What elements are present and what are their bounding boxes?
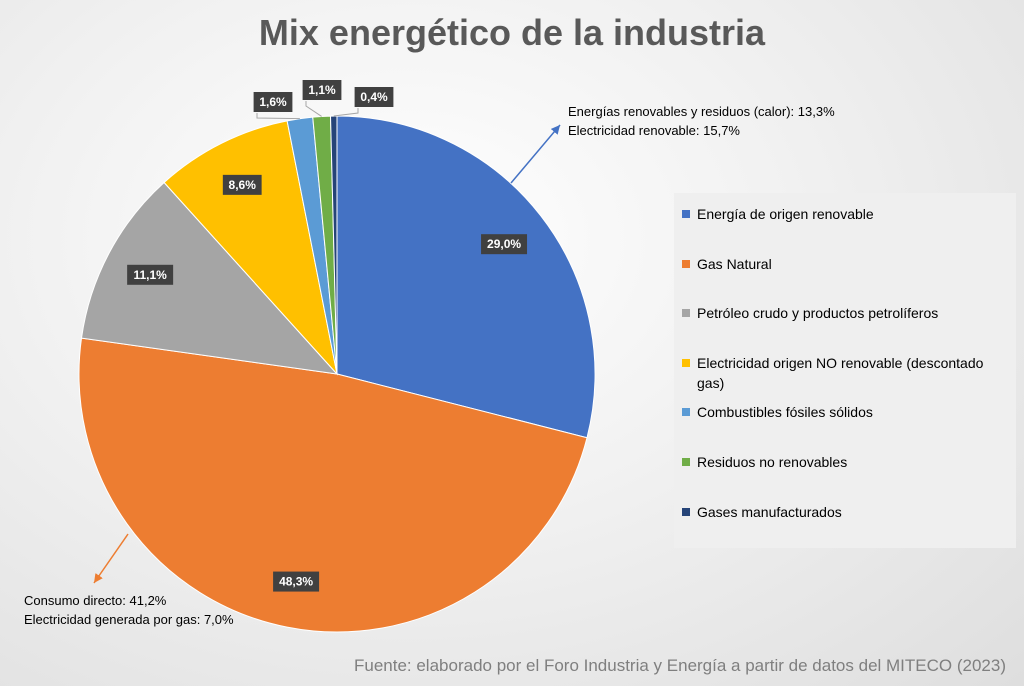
data-label-box xyxy=(222,174,262,195)
data-label: 11,1% xyxy=(127,264,174,285)
legend-swatch xyxy=(682,309,690,317)
legend-label: Petróleo crudo y productos petrolíferos xyxy=(697,305,939,321)
gas-annotation-arrow xyxy=(93,533,129,584)
data-label-text: 8,6% xyxy=(229,178,257,192)
data-label: 1,6% xyxy=(253,92,293,112)
renewable-annotation: Energías renovables y residuos (calor): … xyxy=(568,102,835,140)
legend-swatch xyxy=(682,458,690,466)
data-label: 1,1% xyxy=(302,80,342,100)
renewable-annotation-line-1: Energías renovables y residuos (calor): … xyxy=(568,104,835,119)
gas-annotation-line-2: Electricidad generada por gas: 7,0% xyxy=(24,612,234,627)
data-label-box xyxy=(302,80,342,100)
chart-title: Mix energético de la industria xyxy=(258,12,766,53)
data-label-text: 11,1% xyxy=(133,268,167,282)
legend-swatch xyxy=(682,260,690,268)
legend-label: Combustibles fósiles sólidos xyxy=(697,404,873,420)
legend-item-renewable: Energía de origen renovable xyxy=(682,204,1012,224)
source-note: Fuente: elaborado por el Foro Industria … xyxy=(353,656,1006,675)
data-label-box xyxy=(273,571,320,592)
legend-swatch xyxy=(682,408,690,416)
legend-item-combustibles-solidos: Combustibles fósiles sólidos xyxy=(682,402,1012,422)
leader-line xyxy=(305,101,322,117)
legend-label: Energía de origen renovable xyxy=(697,206,874,222)
data-label-box xyxy=(127,264,174,285)
data-label: 8,6% xyxy=(222,174,262,195)
data-label-box xyxy=(481,234,528,255)
data-label-text: 1,1% xyxy=(308,83,336,97)
legend-label: Gas Natural xyxy=(697,256,772,272)
pie-slice xyxy=(80,181,339,375)
pie-slice xyxy=(336,115,596,439)
legend-label: Electricidad origen NO renovable (descon… xyxy=(697,355,984,391)
data-label-text: 0,4% xyxy=(360,90,388,104)
legend-item-electricidad-no-renovable: Electricidad origen NO renovable (descon… xyxy=(682,353,1012,393)
legend-item-residuos: Residuos no renovables xyxy=(682,452,1012,472)
renewable-annotation-line-2: Electricidad renovable: 15,7% xyxy=(568,123,740,138)
renewable-annotation-arrow xyxy=(510,124,561,184)
pie-slice xyxy=(163,120,338,376)
legend-label: Residuos no renovables xyxy=(697,454,848,470)
data-label: 48,3% xyxy=(273,571,320,592)
legend-label: Gases manufacturados xyxy=(697,504,842,520)
data-label: 0,4% xyxy=(354,87,394,107)
legend-item-gases-manufacturados: Gases manufacturados xyxy=(682,502,1012,522)
pie-slice xyxy=(78,337,588,633)
data-label-box xyxy=(354,87,394,107)
data-label: 29,0% xyxy=(481,234,528,255)
data-label-text: 1,6% xyxy=(259,95,287,109)
legend-swatch xyxy=(682,508,690,516)
legend: Energía de origen renovable Gas Natural … xyxy=(674,193,1016,548)
data-label-text: 48,3% xyxy=(279,575,313,589)
legend-swatch xyxy=(682,210,690,218)
legend-item-petroleo: Petróleo crudo y productos petrolíferos xyxy=(682,303,1012,323)
data-label-box xyxy=(253,92,293,112)
leader-line xyxy=(333,108,359,117)
leader-line xyxy=(256,113,300,120)
data-label-text: 29,0% xyxy=(487,237,521,251)
legend-swatch xyxy=(682,359,690,367)
gas-annotation: Consumo directo: 41,2% Electricidad gene… xyxy=(24,591,234,629)
legend-item-gas-natural: Gas Natural xyxy=(682,254,1012,274)
gas-annotation-line-1: Consumo directo: 41,2% xyxy=(24,593,167,608)
